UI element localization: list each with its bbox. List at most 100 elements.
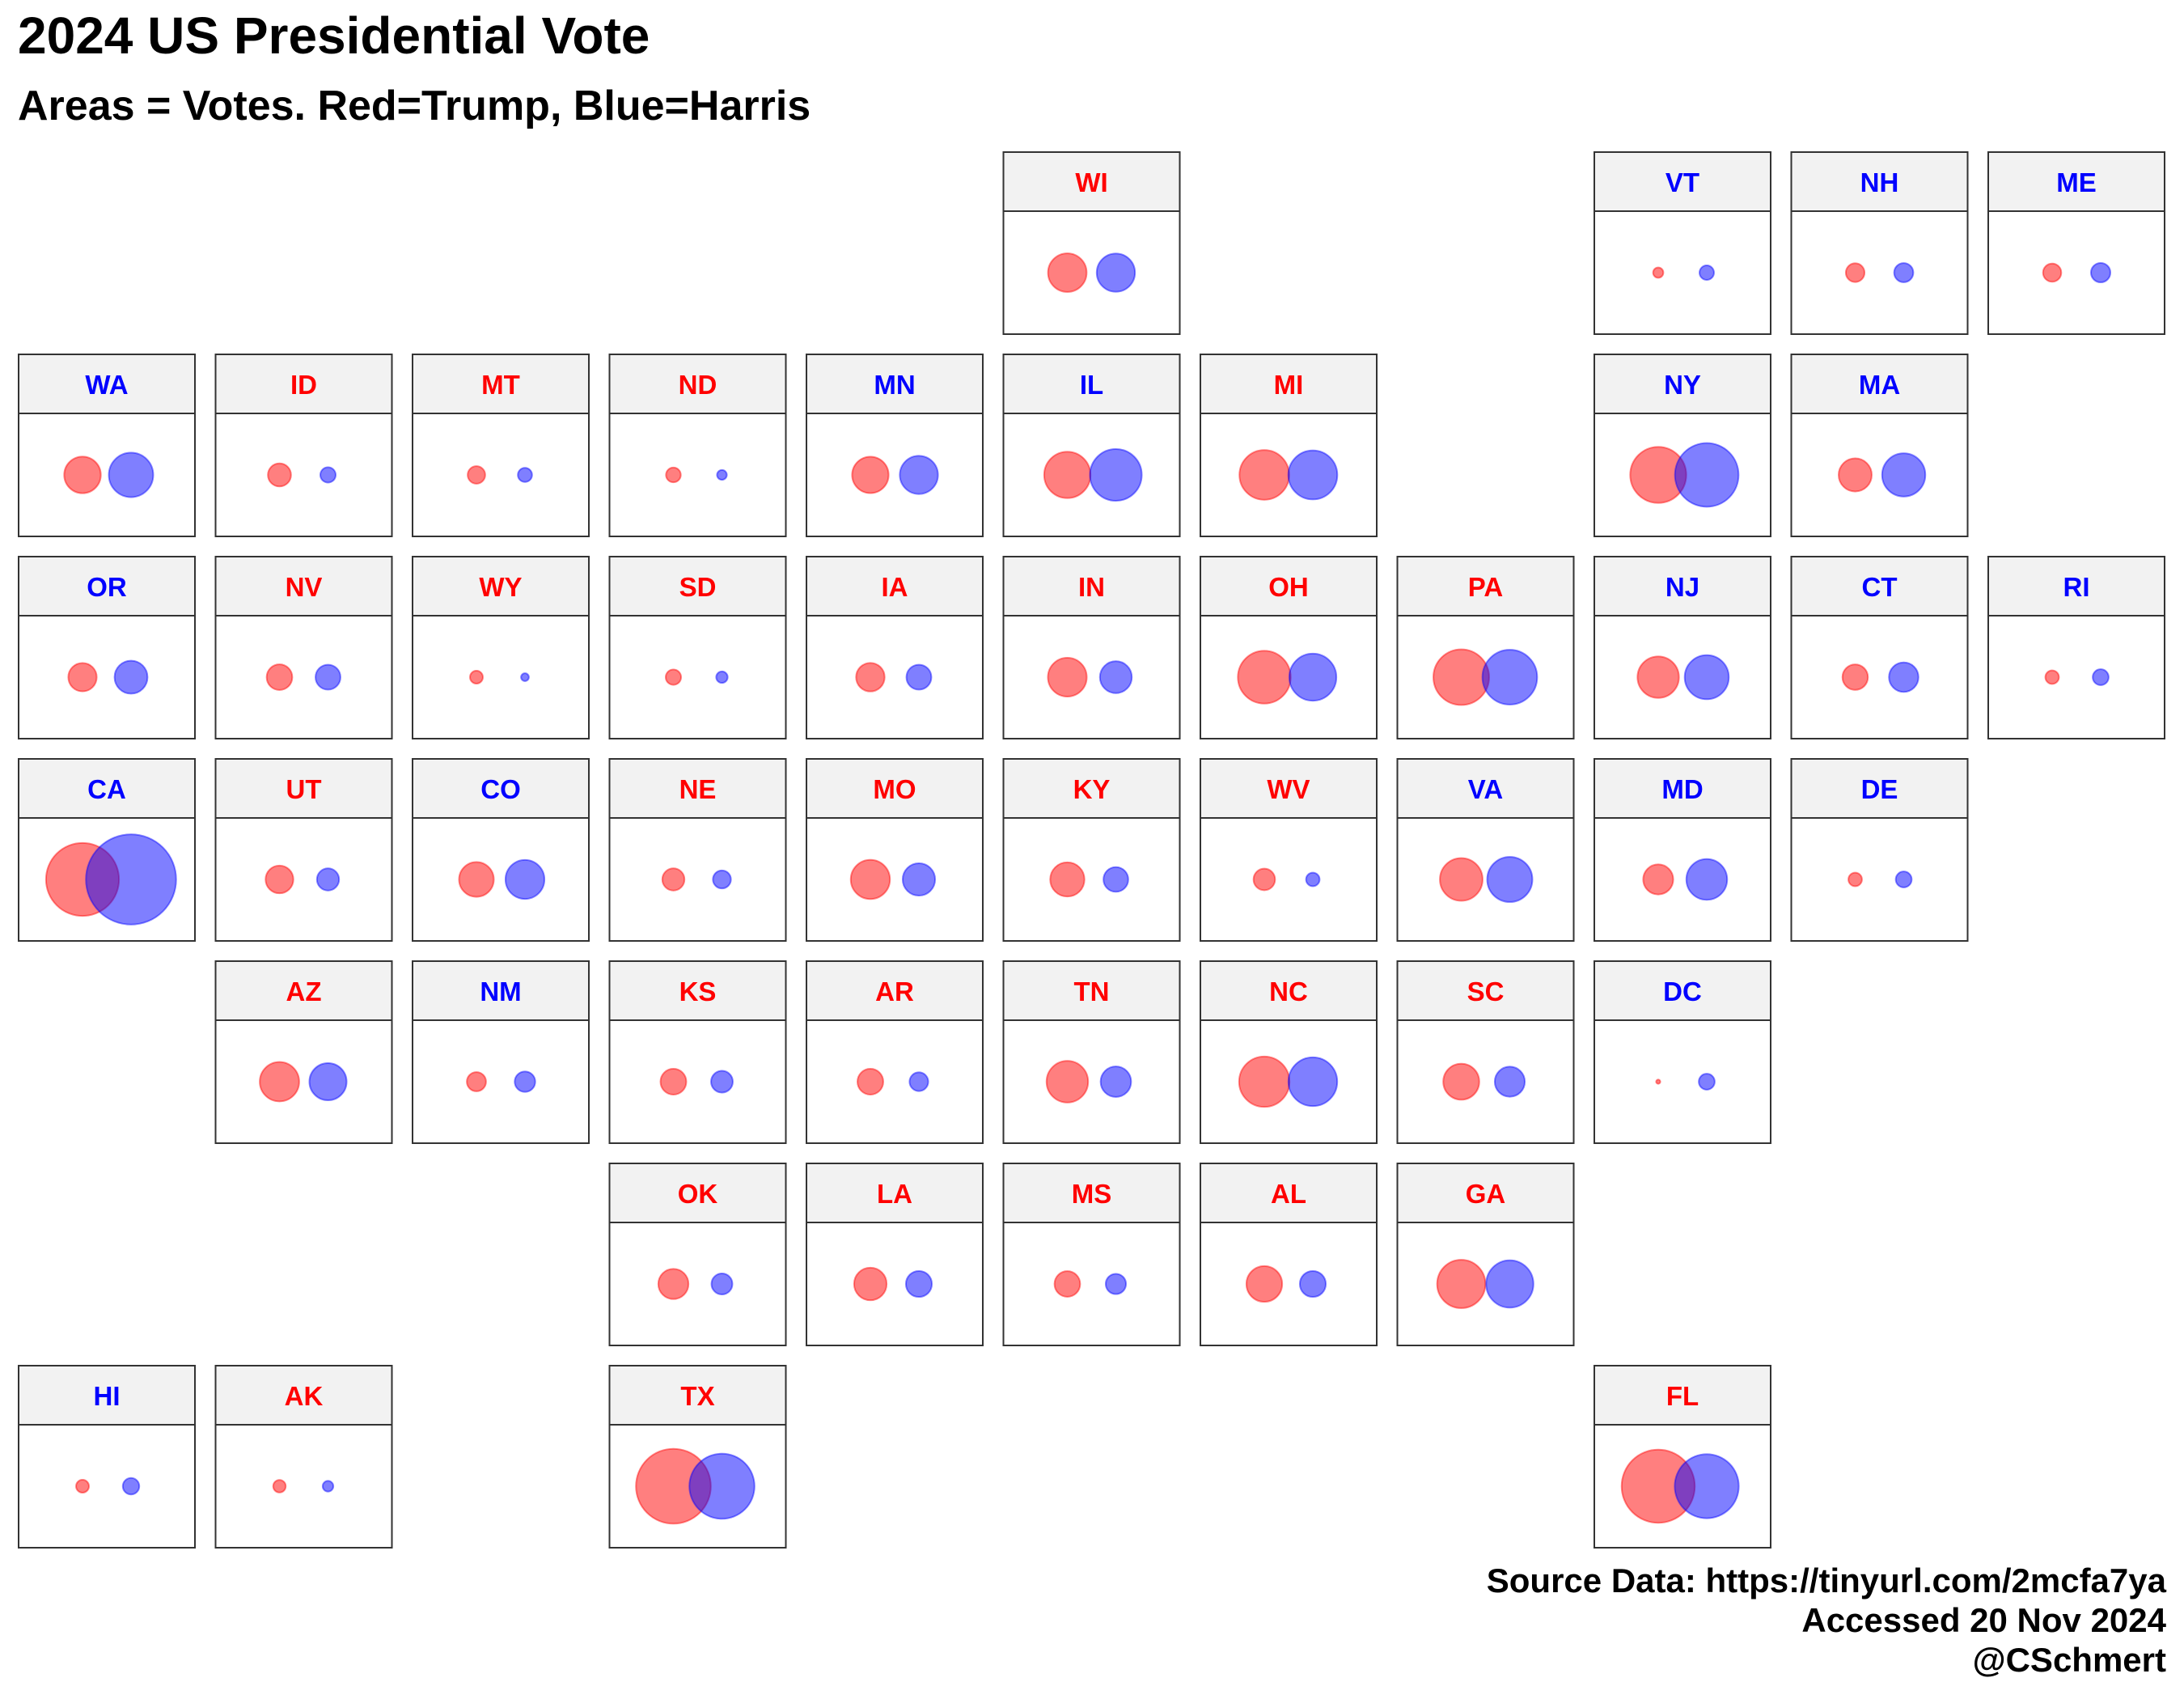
panel-body [1790, 817, 1969, 942]
state-label: NM [480, 977, 521, 1006]
panel-body [806, 1019, 984, 1144]
state-panel-wa: WA [18, 354, 196, 537]
state-label: SD [679, 572, 717, 602]
harris-votes-circle [1103, 866, 1129, 893]
panel-body [608, 413, 787, 537]
trump-votes-circle [665, 466, 682, 484]
panel-strip [1594, 151, 1771, 212]
harris-votes-circle [517, 467, 533, 483]
trump-votes-circle [265, 864, 294, 895]
state-panels: WI VT NH ME WA ID MT ND MN IL MI NY MA OR NV WY SD IA IN OH… [18, 151, 2165, 1549]
harris-votes-circle [1699, 265, 1715, 281]
harris-votes-circle [1298, 1269, 1327, 1299]
panel-body [1594, 1019, 1771, 1144]
harris-votes-circle [715, 670, 729, 684]
panel-strip [1200, 1163, 1378, 1223]
state-label: NY [1664, 370, 1701, 400]
state-label: WY [479, 572, 522, 602]
harris-votes-circle [1095, 252, 1136, 293]
state-panel-dc: DC [1594, 960, 1771, 1144]
panel-strip [1790, 151, 1969, 212]
author-caption: @CSchmert [1973, 1641, 2166, 1679]
panel-strip [214, 758, 393, 819]
harris-votes-circle [1098, 660, 1133, 694]
harris-votes-circle [113, 659, 149, 695]
panel-body [1002, 1222, 1181, 1346]
harris-votes-circle [1685, 858, 1729, 901]
harris-votes-circle [899, 455, 939, 495]
state-label: SC [1467, 977, 1505, 1006]
harris-votes-circle [1894, 871, 1913, 888]
panel-strip [412, 960, 590, 1021]
trump-votes-circle [2042, 262, 2063, 283]
trump-votes-circle [1047, 252, 1088, 293]
state-panel-sc: SC [1396, 960, 1575, 1144]
state-label: AZ [286, 977, 322, 1006]
state-panel-co: CO [412, 758, 590, 942]
state-label: MI [1274, 370, 1304, 400]
panel-body [18, 615, 196, 739]
source-caption: Source Data: https://tinyurl.com/2mcfa7y… [1487, 1561, 2167, 1599]
panel-body [1594, 817, 1771, 942]
state-label: TX [680, 1381, 714, 1411]
panel-body [214, 1424, 393, 1549]
panel-body [1790, 615, 1969, 739]
trump-votes-circle [1655, 1078, 1661, 1085]
state-panel-sd: SD [608, 556, 787, 739]
state-panel-id: ID [214, 354, 393, 537]
state-panel-vt: VT [1594, 151, 1771, 335]
panel-body [1396, 1019, 1575, 1144]
state-panel-wy: WY [412, 556, 590, 739]
state-label: GA [1466, 1179, 1506, 1209]
trump-votes-circle [1436, 1259, 1487, 1309]
state-label: ND [679, 370, 717, 400]
trump-votes-circle [1442, 1062, 1480, 1101]
harris-votes-circle [1893, 262, 1915, 283]
panel-body [412, 1019, 590, 1144]
panel-body [1396, 817, 1575, 942]
trump-votes-circle [1045, 1060, 1090, 1104]
state-label: NV [286, 572, 323, 602]
trump-votes-circle [1838, 457, 1873, 493]
harris-votes-circle [1486, 856, 1534, 903]
chart-subtitle: Areas = Votes. Red=Trump, Blue=Harris [18, 83, 811, 129]
panel-strip [608, 960, 787, 1021]
trump-votes-circle [458, 861, 495, 898]
trump-votes-circle [67, 662, 98, 693]
panel-body [806, 1222, 984, 1346]
state-panel-nh: NH [1790, 151, 1969, 335]
state-label: VA [1468, 774, 1503, 804]
state-panel-ms: MS [1002, 1163, 1181, 1346]
panel-strip [214, 556, 393, 616]
state-panel-mt: MT [412, 354, 590, 537]
state-panel-nm: NM [412, 960, 590, 1144]
trump-votes-circle [466, 1071, 487, 1092]
panel-strip [412, 758, 590, 819]
state-label: AK [285, 1381, 324, 1411]
state-panel-ar: AR [806, 960, 984, 1144]
panel-strip [1002, 151, 1181, 212]
harris-votes-circle [504, 858, 546, 900]
panel-body [806, 413, 984, 537]
harris-votes-circle [1485, 1259, 1534, 1309]
panel-body [214, 615, 393, 739]
panel-body [1002, 817, 1181, 942]
harris-votes-circle [308, 1062, 348, 1101]
state-label: CO [480, 774, 521, 804]
harris-votes-circle [85, 833, 177, 926]
accessed-caption: Accessed 20 Nov 2024 [1801, 1601, 2166, 1639]
panel-strip [1790, 758, 1969, 819]
harris-votes-circle [1305, 871, 1321, 888]
harris-votes-circle [1683, 654, 1730, 701]
state-label: IL [1080, 370, 1103, 400]
harris-votes-circle [1481, 649, 1539, 705]
panel-strip [1594, 1365, 1771, 1426]
harris-votes-circle [1698, 1073, 1716, 1091]
panel-body [1396, 1222, 1575, 1346]
panel-strip [608, 1163, 787, 1223]
harris-votes-circle [2090, 262, 2111, 283]
state-label: TN [1074, 977, 1110, 1006]
state-panel-md: MD [1594, 758, 1771, 942]
state-panel-nj: NJ [1594, 556, 1771, 739]
